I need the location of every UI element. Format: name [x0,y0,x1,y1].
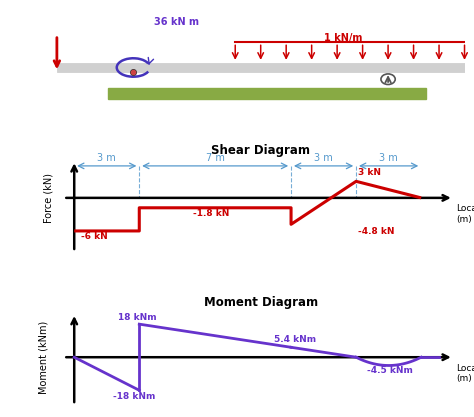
Bar [57,63,465,72]
Text: 1 kN/m: 1 kN/m [324,33,363,43]
Text: Force (kN): Force (kN) [43,173,53,223]
Text: Moment (kNm): Moment (kNm) [39,321,49,394]
Text: Location
(m): Location (m) [456,204,474,224]
Bar [108,88,426,99]
Title: Shear Diagram: Shear Diagram [211,143,310,156]
Text: -4.8 kN: -4.8 kN [358,227,395,236]
Text: 3 m: 3 m [314,153,333,163]
Text: 3 m: 3 m [379,153,398,163]
Text: 5.4 kNm: 5.4 kNm [273,334,316,344]
Text: 36 kN m: 36 kN m [154,17,199,27]
Text: -18 kNm: -18 kNm [113,392,155,402]
Title: Moment Diagram: Moment Diagram [204,296,318,309]
Text: -6 kN: -6 kN [81,232,108,241]
Text: -4.5 kNm: -4.5 kNm [367,366,413,375]
Text: Location
(m): Location (m) [456,364,474,383]
Circle shape [381,74,395,85]
Text: 7 m: 7 m [206,153,225,163]
Text: -1.8 kN: -1.8 kN [193,208,230,218]
Text: 18 kNm: 18 kNm [118,314,156,322]
Text: 3 m: 3 m [97,153,116,163]
Text: 3 kN: 3 kN [358,168,381,177]
